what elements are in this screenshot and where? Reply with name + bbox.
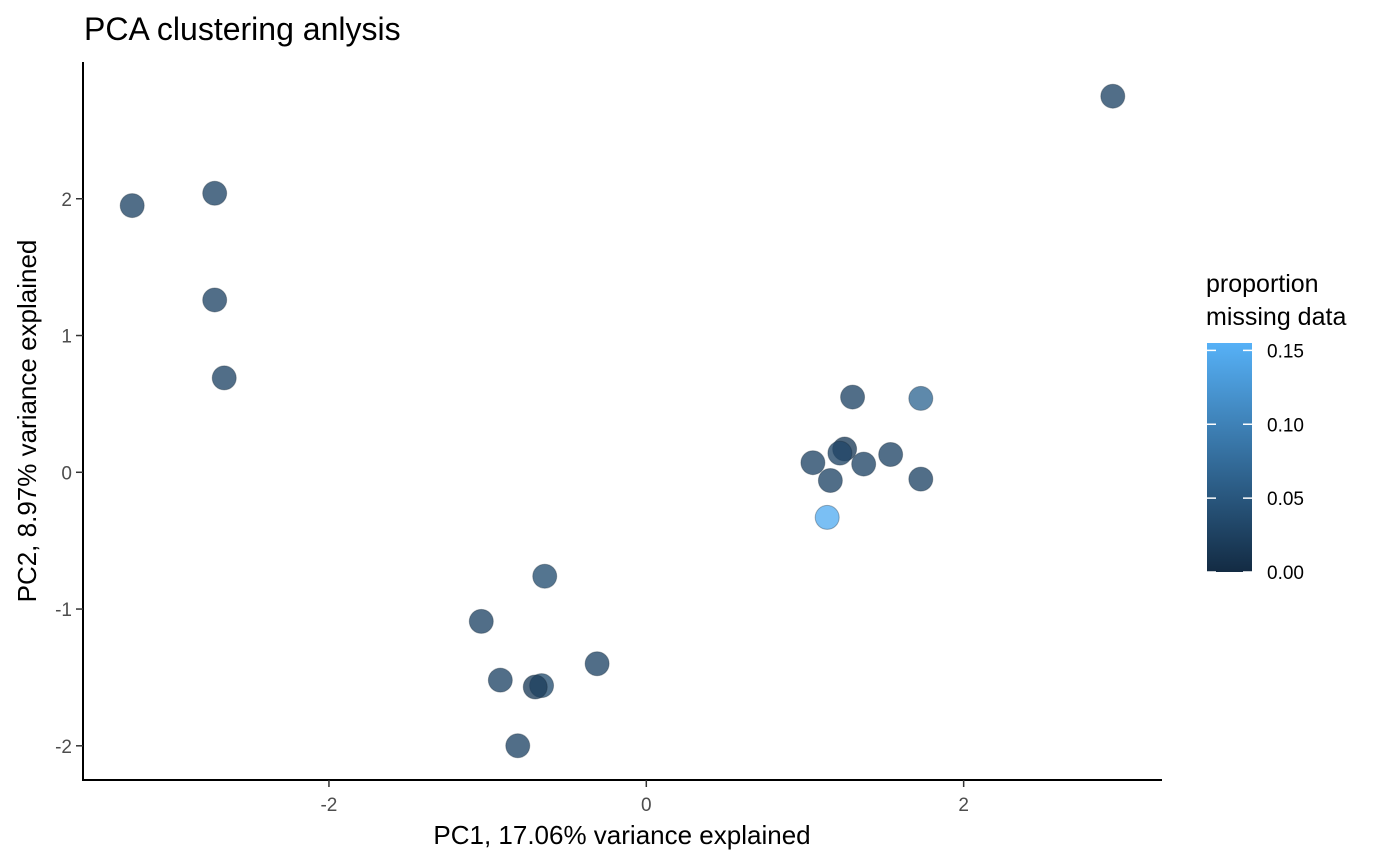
data-point: [522, 674, 548, 700]
data-point: [840, 384, 866, 410]
data-point: [878, 442, 904, 468]
legend-break-label: 0.15: [1267, 341, 1304, 362]
data-point: [532, 563, 558, 589]
data-point: [202, 287, 228, 313]
legend-break-label: 0.00: [1267, 563, 1304, 584]
data-point: [487, 667, 513, 693]
x-tick-label: 2: [958, 795, 969, 816]
y-tick-label: 2: [61, 190, 72, 211]
x-axis-title: PC1, 17.06% variance explained: [433, 820, 810, 850]
chart-title: PCA clustering anlysis: [84, 11, 401, 47]
x-axis-ticks: -2 0 2: [320, 780, 969, 816]
y-axis-ticks: -2 -1 0 1 2: [55, 190, 83, 758]
data-point: [211, 365, 237, 391]
y-tick-label: 1: [61, 327, 72, 348]
data-point: [584, 651, 610, 677]
data-point: [908, 385, 934, 411]
data-point: [817, 467, 843, 493]
data-point: [800, 450, 826, 476]
y-axis-title: PC2, 8.97% variance explained: [12, 240, 42, 603]
y-tick-label: -2: [55, 737, 72, 758]
legend-breaks: 0.00 0.05 0.10 0.15: [1207, 341, 1304, 584]
color-legend: proportion missing data 0.00 0.05 0.10 0.15: [1206, 270, 1346, 584]
data-point: [1100, 83, 1126, 109]
data-point: [119, 193, 145, 219]
y-tick-label: 0: [61, 463, 72, 484]
data-point: [851, 451, 877, 477]
legend-title-line-1: proportion: [1206, 270, 1319, 298]
data-point: [827, 440, 853, 466]
data-point: [202, 180, 228, 206]
legend-colorbar: [1207, 343, 1252, 572]
plot-area: -2 -1 0 1 2 -2 0 2: [55, 62, 1162, 816]
data-points: [119, 83, 1126, 759]
legend-break-label: 0.05: [1267, 489, 1304, 510]
data-point: [505, 733, 531, 759]
x-tick-label: 0: [641, 795, 652, 816]
data-point: [468, 608, 494, 634]
x-tick-label: -2: [320, 795, 337, 816]
data-point: [908, 466, 934, 492]
data-point: [814, 504, 840, 530]
legend-title-line-2: missing data: [1206, 303, 1346, 331]
y-tick-label: -1: [55, 600, 72, 621]
legend-break-label: 0.10: [1267, 415, 1304, 436]
